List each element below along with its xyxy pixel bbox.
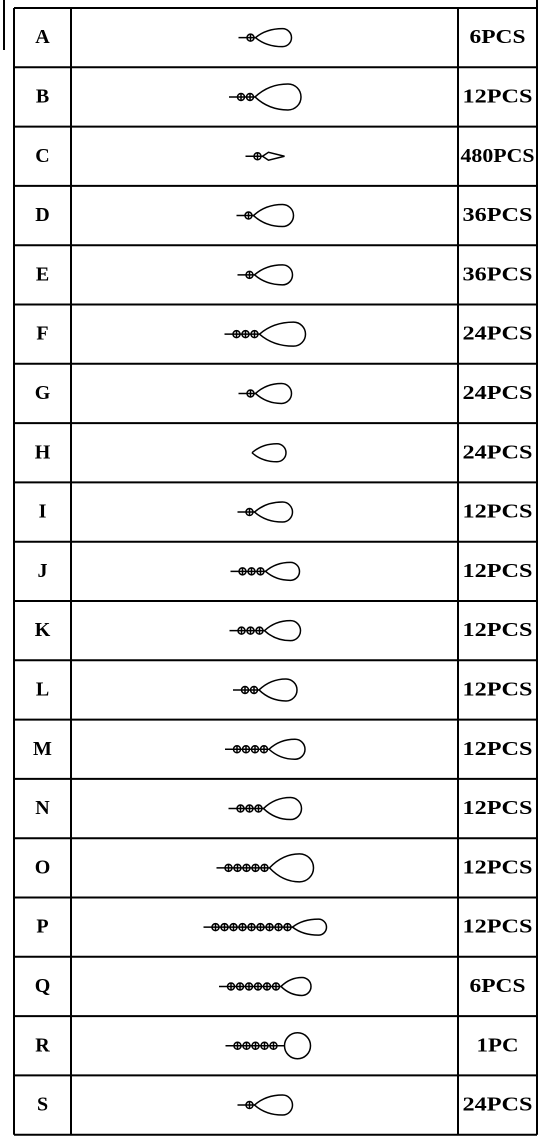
quantity: 1PC [477,1034,519,1056]
loop [259,321,307,347]
loop [252,203,295,228]
loop-icon [237,264,294,286]
row-label: J [38,560,48,582]
quantity: 6PCS [470,975,526,997]
loop [258,678,298,702]
quantity: 24PCS [463,382,533,404]
row-label: Q [35,975,51,997]
quantity: 12PCS [463,619,533,641]
quantity: 24PCS [463,323,533,345]
loop-icon [245,151,285,162]
loop-icon [219,976,312,997]
loop [265,561,301,582]
loop-icon [229,83,302,111]
quantity: 12PCS [463,501,533,523]
loop [262,796,303,821]
loop [255,27,293,48]
row-label: M [33,738,52,760]
row-label: K [35,619,51,641]
loop [268,853,315,883]
row-label: R [35,1034,50,1056]
loop-icon [251,442,287,463]
loop [254,83,302,111]
row-label: A [35,26,50,48]
quantity: 12PCS [463,797,533,819]
loop [292,918,328,936]
loop-icon [225,1032,312,1060]
row-label: H [35,441,51,463]
quantity: 12PCS [463,86,533,108]
loop [261,151,285,162]
loop-icon [216,853,315,883]
row-label: S [37,1094,48,1116]
loop-icon [236,203,295,228]
loop-icon [238,382,293,405]
loop [254,1094,294,1116]
row-label: P [36,916,48,938]
quantity: 12PCS [463,679,533,701]
quantity: 12PCS [463,856,533,878]
loop-icon [238,27,293,48]
row-label: F [36,323,48,345]
row-label: N [35,797,50,819]
loop [254,264,294,286]
loop [263,619,302,642]
row-label: D [35,204,49,226]
loop-icon [225,738,306,761]
loop-icon [203,918,328,936]
loop-icon [233,678,298,702]
quantity: 24PCS [463,1094,533,1116]
loop [251,442,287,463]
quantity: 480PCS [461,145,535,167]
quantity: 12PCS [463,738,533,760]
row-label: B [36,86,49,108]
loop-icon [237,501,294,523]
quantity: 36PCS [463,263,533,285]
loop [254,501,294,523]
loop-icon [228,796,303,821]
loop [254,382,293,405]
loop [283,1032,312,1060]
row-label: G [35,382,51,404]
loop [268,738,306,761]
quantity: 24PCS [463,441,533,463]
loop-icon [229,619,302,642]
row-label: L [36,679,49,701]
quantity: 6PCS [470,26,526,48]
loop-icon [237,1094,294,1116]
row-label: O [35,856,51,878]
loop-icon [224,321,307,347]
row-label: C [35,145,49,167]
row-label: I [39,501,47,523]
loop [280,976,312,997]
quantity: 12PCS [463,916,533,938]
quantity: 12PCS [463,560,533,582]
quantity: 36PCS [463,204,533,226]
row-label: E [36,263,49,285]
loop-icon [230,561,301,582]
